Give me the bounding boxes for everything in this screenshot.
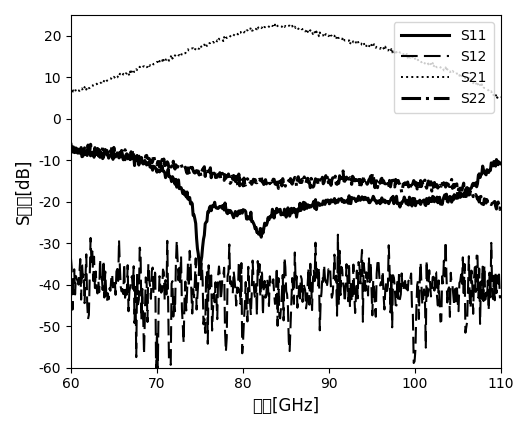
S11 [489,162,495,167]
Y-axis label: S参数[dB]: S参数[dB] [15,159,33,224]
Line: S22: S22 [71,143,501,209]
S21 [272,22,278,27]
S21 [488,89,495,94]
S22 [300,178,307,184]
Line: S21: S21 [71,25,501,98]
S11 [302,200,308,206]
S12 [272,299,279,304]
S21 [498,95,504,100]
S21 [324,33,331,38]
S12 [275,276,281,281]
S21 [275,23,281,28]
S11 [73,145,79,150]
S11 [197,267,203,272]
S11 [276,207,282,212]
S21 [494,95,500,100]
S21 [68,89,74,94]
S11 [68,148,74,153]
S11 [273,206,280,211]
S12 [335,232,341,237]
S22 [324,178,330,184]
X-axis label: 频率[GHz]: 频率[GHz] [252,397,320,415]
S22 [275,181,281,186]
Line: S12: S12 [71,235,501,371]
S21 [272,25,279,30]
S11 [498,161,504,166]
S12 [498,295,504,300]
S12 [153,368,159,373]
Legend: S11, S12, S21, S22: S11, S12, S21, S22 [394,22,494,113]
S21 [301,27,307,32]
S21 [421,60,427,65]
S22 [272,181,278,186]
S22 [420,183,426,188]
S22 [487,201,494,206]
S12 [422,295,428,300]
S12 [324,279,331,284]
S11 [325,198,332,203]
S12 [68,253,74,258]
S22 [497,207,503,212]
S12 [489,287,495,292]
S22 [498,203,504,208]
Line: S11: S11 [71,148,501,270]
S12 [301,284,307,289]
S22 [68,140,74,145]
S11 [422,202,428,207]
